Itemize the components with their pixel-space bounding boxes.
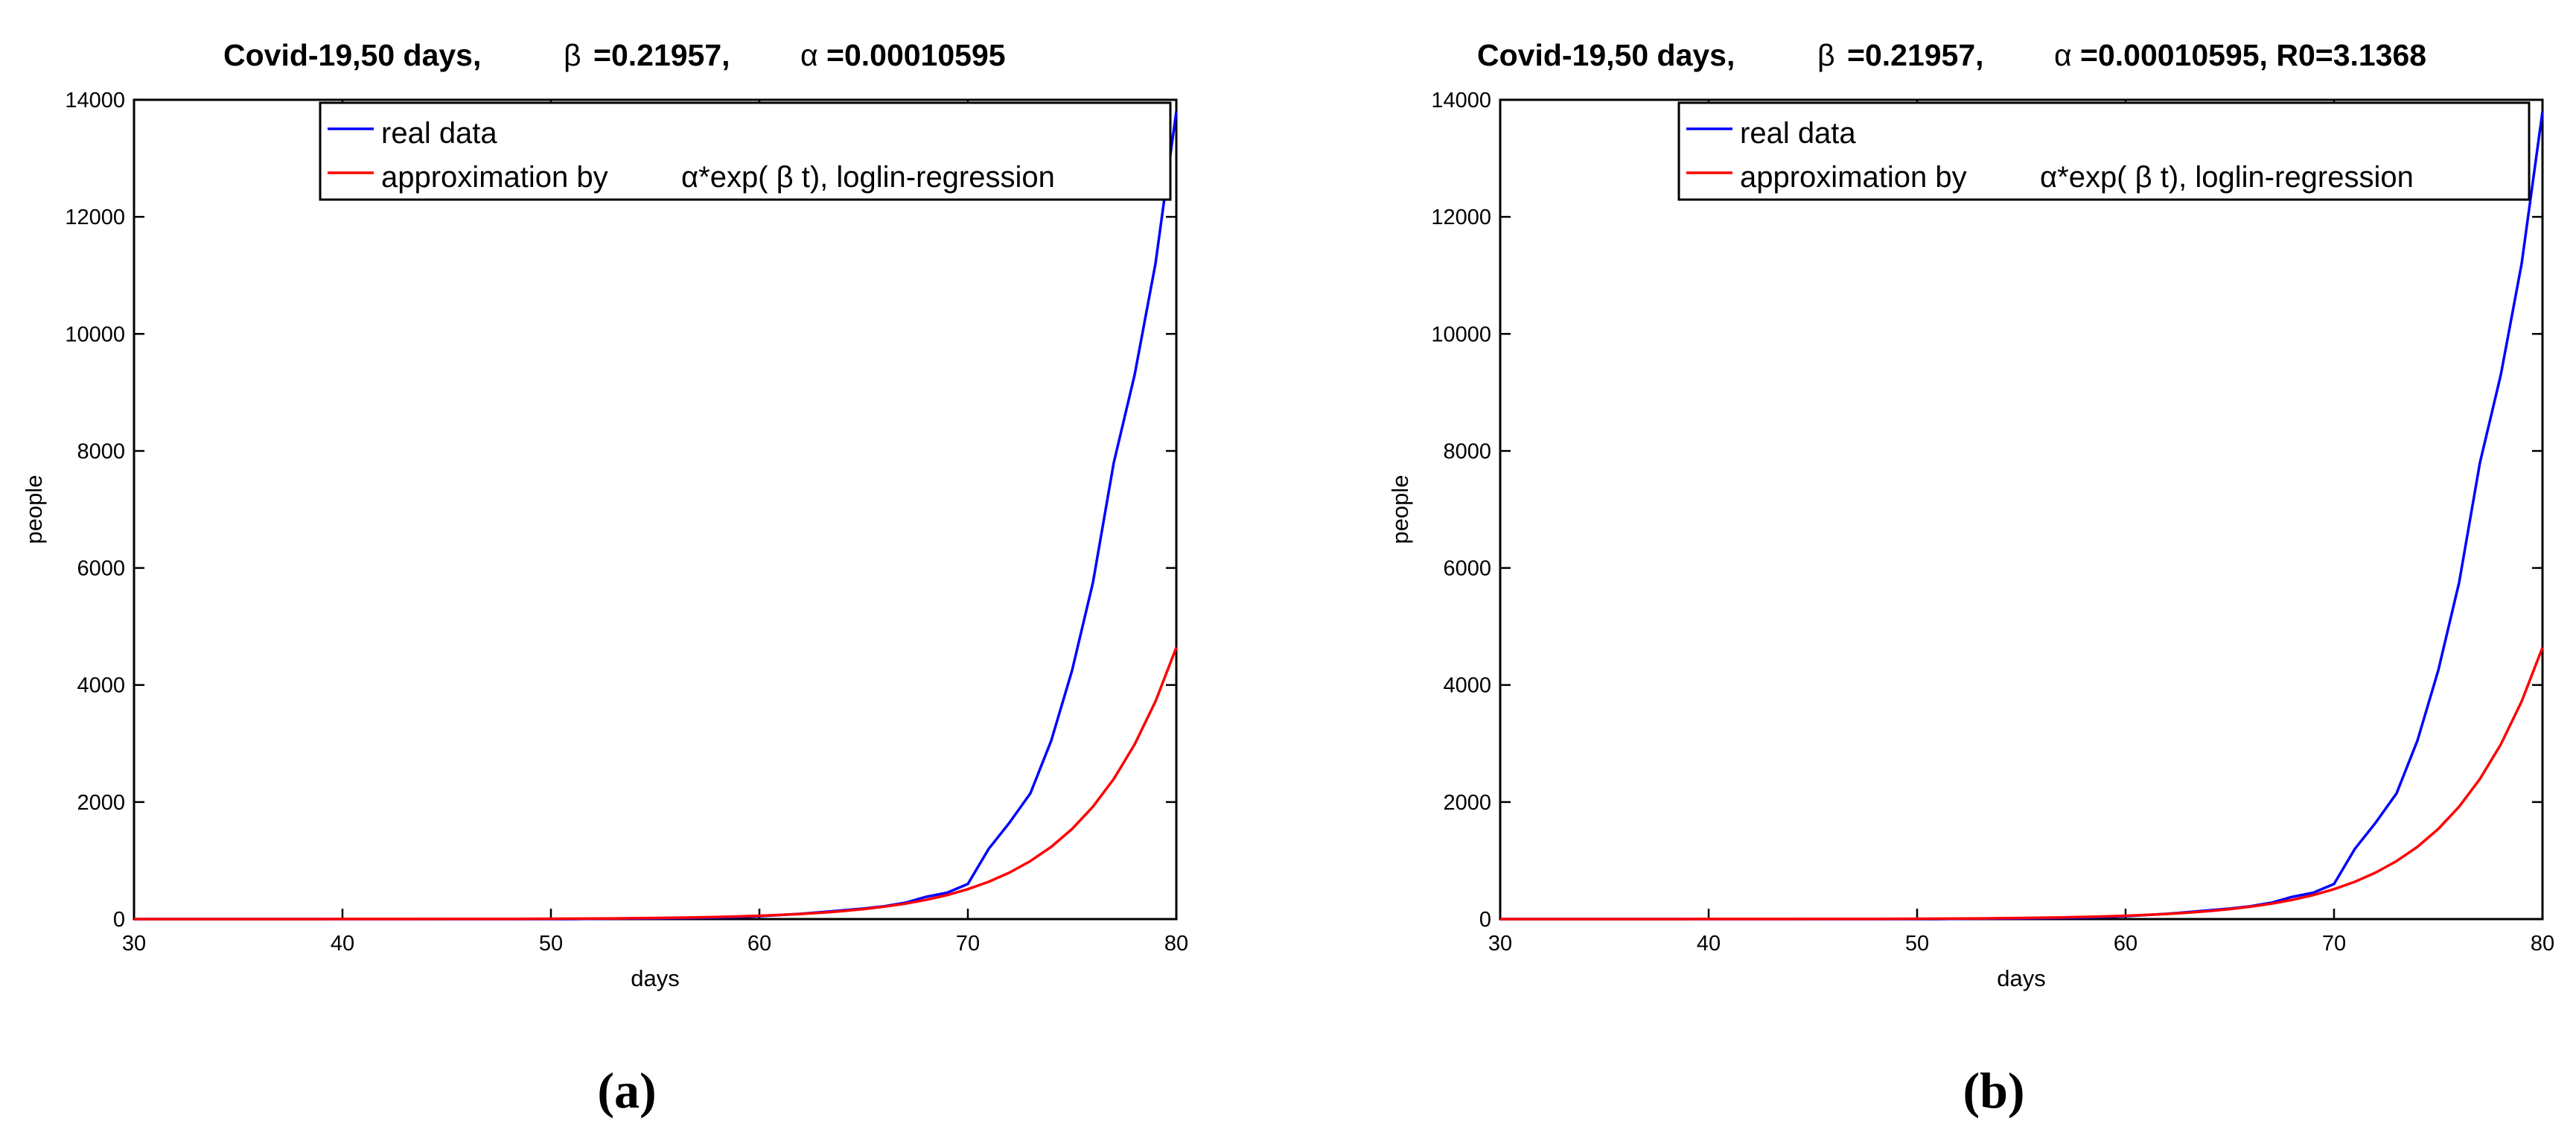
legend-label-approx-prefix: approximation by — [381, 161, 608, 194]
y-tick-label: 6000 — [77, 557, 125, 581]
chart-title-alpha-value: =0.00010595 — [826, 38, 1006, 72]
y-tick-label: 12000 — [65, 206, 125, 229]
y-tick-label: 0 — [1479, 908, 1491, 932]
y-tick-label: 10000 — [65, 323, 125, 346]
y-tick-label: 14000 — [1431, 89, 1491, 112]
legend-label-approx-formula: α*exp( β t), loglin-regression — [681, 161, 1055, 194]
series-line-real-data — [1500, 111, 2544, 921]
y-tick-label: 2000 — [77, 791, 125, 815]
chart-panel-a: Covid-19,50 days, β =0.21957, α =0.00010… — [21, 38, 1188, 1119]
x-tick-label: 40 — [1697, 932, 1721, 956]
y-axis-label: people — [1387, 474, 1413, 544]
chart-b-svg: Covid-19,50 days, β =0.21957, α =0.00010… — [1387, 38, 2554, 1119]
chart-a-svg: Covid-19,50 days, β =0.21957, α =0.00010… — [21, 38, 1188, 1119]
panel-label-b: (b) — [1963, 1062, 2024, 1119]
plot-frame — [1499, 98, 2544, 921]
y-tick-label: 4000 — [1443, 674, 1491, 698]
x-tick-label: 60 — [747, 932, 771, 956]
legend-label-approx-formula: α*exp( β t), loglin-regression — [2040, 161, 2414, 194]
y-tick-label: 12000 — [1431, 206, 1491, 229]
x-tick-label: 80 — [2531, 932, 2554, 956]
legend-label-real: real data — [1740, 117, 1856, 150]
x-tick-label: 40 — [331, 932, 354, 956]
y-tick-label: 6000 — [1443, 557, 1491, 581]
y-tick-label: 14000 — [65, 89, 125, 112]
y-tick-label: 10000 — [1431, 323, 1491, 346]
y-tick-label: 0 — [113, 908, 125, 932]
y-tick-label: 8000 — [1443, 439, 1491, 463]
x-tick-label: 70 — [2322, 932, 2346, 956]
legend-box — [319, 101, 1172, 201]
chart-title-prefix: Covid-19,50 days, — [223, 38, 481, 72]
chart-title-beta-value: =0.21957, — [1847, 38, 1984, 72]
plot-frame — [133, 98, 1178, 921]
x-tick-label: 50 — [1905, 932, 1929, 956]
y-tick-label: 8000 — [77, 439, 125, 463]
legend-box — [1677, 101, 2531, 201]
series-line-real-data — [134, 111, 1178, 921]
x-tick-label: 50 — [539, 932, 563, 956]
chart-panel-b: Covid-19,50 days, β =0.21957, α =0.00010… — [1288, 0, 2576, 1147]
legend-label-approx-prefix: approximation by — [1740, 161, 1967, 194]
chart-title-alpha-symbol: α — [800, 38, 818, 72]
chart-title-beta-symbol: β — [564, 38, 581, 72]
chart-title-prefix: Covid-19,50 days, — [1477, 38, 1735, 72]
y-tick-label: 4000 — [77, 674, 125, 698]
x-tick-label: 70 — [956, 932, 980, 956]
legend: real data approximation by α*exp( β t), … — [319, 101, 1172, 201]
series-line-approximation — [134, 646, 1178, 921]
y-axis-label: people — [21, 474, 47, 544]
x-axis-label: days — [631, 965, 679, 991]
x-tick-label: 30 — [1488, 932, 1512, 956]
x-axis-label: days — [1997, 965, 2045, 991]
legend: real data approximation by α*exp( β t), … — [1677, 101, 2531, 201]
x-tick-label: 80 — [1164, 932, 1188, 956]
y-tick-label: 2000 — [1443, 791, 1491, 815]
legend-label-real: real data — [381, 117, 497, 150]
chart-title-beta-value: =0.21957, — [593, 38, 730, 72]
chart-title-alpha-value: =0.00010595, R0=3.1368 — [2080, 38, 2426, 72]
chart-title-alpha-symbol: α — [2054, 38, 2072, 72]
series-line-approximation — [1500, 646, 2544, 921]
chart-title-beta-symbol: β — [1817, 38, 1835, 72]
x-tick-label: 60 — [2114, 932, 2137, 956]
panel-label-a: (a) — [597, 1062, 656, 1119]
x-tick-label: 30 — [122, 932, 146, 956]
